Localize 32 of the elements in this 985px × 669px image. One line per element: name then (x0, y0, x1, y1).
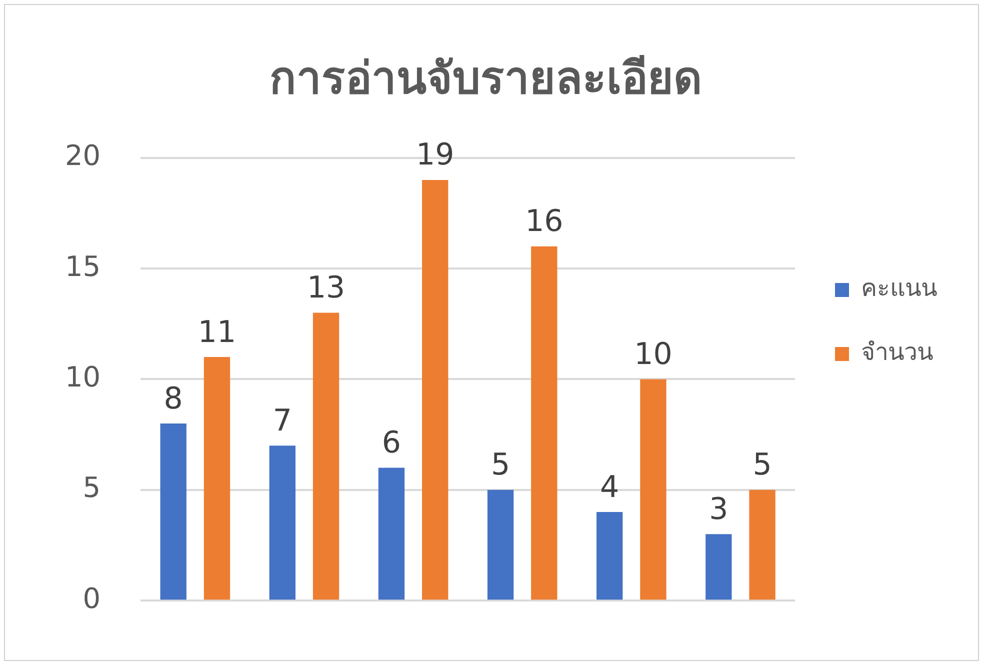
data-label: 8 (164, 381, 183, 416)
data-label: 19 (416, 138, 454, 173)
bar (596, 512, 623, 600)
bar (640, 379, 666, 600)
chart-title: การอ่านจับรายละเอียด (270, 52, 702, 104)
data-label: 16 (525, 204, 564, 240)
data-label: 7 (272, 403, 292, 438)
y-tick-label: 10 (64, 360, 101, 394)
data-label: 11 (198, 314, 236, 350)
bar (749, 490, 776, 600)
data-label: 4 (600, 470, 620, 505)
bar (422, 180, 448, 600)
legend-label: จำนวน (861, 338, 933, 366)
bar (487, 490, 514, 600)
data-label: 10 (634, 336, 672, 372)
bar (531, 246, 558, 600)
data-label: 3 (709, 492, 728, 527)
data-label: 5 (752, 448, 772, 483)
bar (312, 312, 340, 600)
data-label: 6 (382, 426, 402, 461)
y-tick-label: 0 (82, 582, 101, 615)
data-label: 5 (490, 448, 510, 483)
y-tick-label: 5 (82, 471, 101, 504)
y-tick-label: 15 (64, 250, 101, 283)
legend-label: คะแนน (861, 274, 937, 302)
bar (706, 534, 732, 600)
bar (204, 357, 230, 600)
bar (160, 423, 186, 600)
bar (378, 468, 405, 600)
bar (269, 446, 296, 600)
y-tick-label: 20 (64, 139, 101, 172)
data-label: 13 (306, 270, 346, 306)
